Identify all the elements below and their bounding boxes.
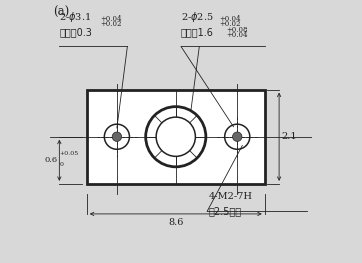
Text: 深2.5不透: 深2.5不透 bbox=[209, 206, 241, 216]
Circle shape bbox=[104, 124, 130, 149]
Text: +0.05: +0.05 bbox=[59, 151, 79, 156]
Text: 4-M2-7H: 4-M2-7H bbox=[209, 192, 252, 201]
Text: 0: 0 bbox=[59, 161, 63, 166]
Circle shape bbox=[156, 117, 195, 156]
Text: (a): (a) bbox=[53, 6, 69, 19]
Circle shape bbox=[146, 107, 206, 167]
Text: +0.04: +0.04 bbox=[219, 15, 240, 23]
Text: +0.04: +0.04 bbox=[227, 31, 248, 39]
Text: +0.04: +0.04 bbox=[100, 15, 121, 23]
Text: 2-$\phi$2.5: 2-$\phi$2.5 bbox=[181, 10, 214, 24]
Circle shape bbox=[225, 124, 250, 149]
Text: +0.02: +0.02 bbox=[219, 20, 240, 28]
Circle shape bbox=[112, 132, 122, 141]
Text: +0.02: +0.02 bbox=[100, 20, 121, 28]
Text: 8.6: 8.6 bbox=[168, 218, 184, 227]
Text: 平底深1.6: 平底深1.6 bbox=[181, 27, 214, 37]
Text: 0.6: 0.6 bbox=[45, 156, 58, 164]
Bar bbox=[87, 90, 265, 184]
Text: 2-$\phi$3.1: 2-$\phi$3.1 bbox=[59, 10, 92, 24]
Text: 2.1: 2.1 bbox=[282, 132, 297, 141]
Circle shape bbox=[232, 132, 242, 141]
Text: +0.08: +0.08 bbox=[227, 26, 248, 34]
Text: 平底深0.3: 平底深0.3 bbox=[59, 27, 92, 37]
